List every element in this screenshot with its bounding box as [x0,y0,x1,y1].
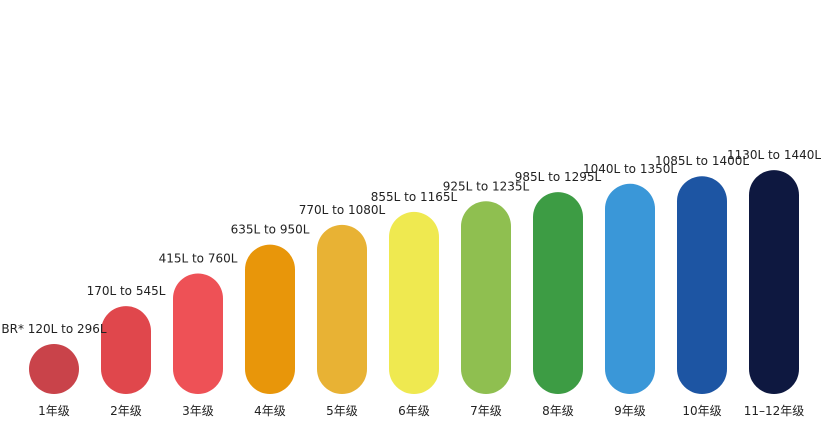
category-label-4: 4年级 [254,404,286,418]
category-label-11: 11–12年级 [744,404,805,418]
category-label-5: 5年级 [326,404,358,418]
bar-6 [389,211,439,394]
bar-2 [101,306,151,394]
value-labels-group: BR* 120L to 296L 170L to 545L 415L to 760L… [1,148,821,336]
value-label-8: 985L to 1295L [515,170,602,184]
category-label-1: 1年级 [38,404,70,418]
value-label-2: 170L to 545L [87,284,166,298]
value-label-11: 1130L to 1440L [727,148,821,162]
category-label-2: 2年级 [110,404,142,418]
bar-1 [29,344,79,394]
bar-11 [749,170,799,394]
category-label-7: 7年级 [470,404,502,418]
value-label-6: 855L to 1165L [371,190,458,204]
value-label-7: 925L to 1235L [443,179,530,193]
value-label-3: 415L to 760L [159,251,238,265]
bar-4 [245,244,295,394]
category-label-10: 10年级 [682,404,721,418]
value-label-1: BR* 120L to 296L [1,322,107,336]
value-label-4: 635L to 950L [231,223,310,237]
category-labels-group: 1年级 2年级 3年级 4年级 5年级 6年级 7年级 8年级 9年级 10年级 11–12年级 [38,404,804,418]
bar-8 [533,192,583,394]
value-label-9: 1040L to 1350L [583,162,677,176]
bar-5 [317,224,367,394]
bar-7 [461,201,511,394]
bar-9 [605,183,655,394]
category-label-8: 8年级 [542,404,574,418]
bars-group [29,170,799,394]
value-label-5: 770L to 1080L [299,203,386,217]
bar-10 [677,176,727,394]
bar-3 [173,273,223,394]
category-label-3: 3年级 [182,404,214,418]
category-label-9: 9年级 [614,404,646,418]
value-label-10: 1085L to 1400L [655,154,749,168]
category-label-6: 6年级 [398,404,430,418]
